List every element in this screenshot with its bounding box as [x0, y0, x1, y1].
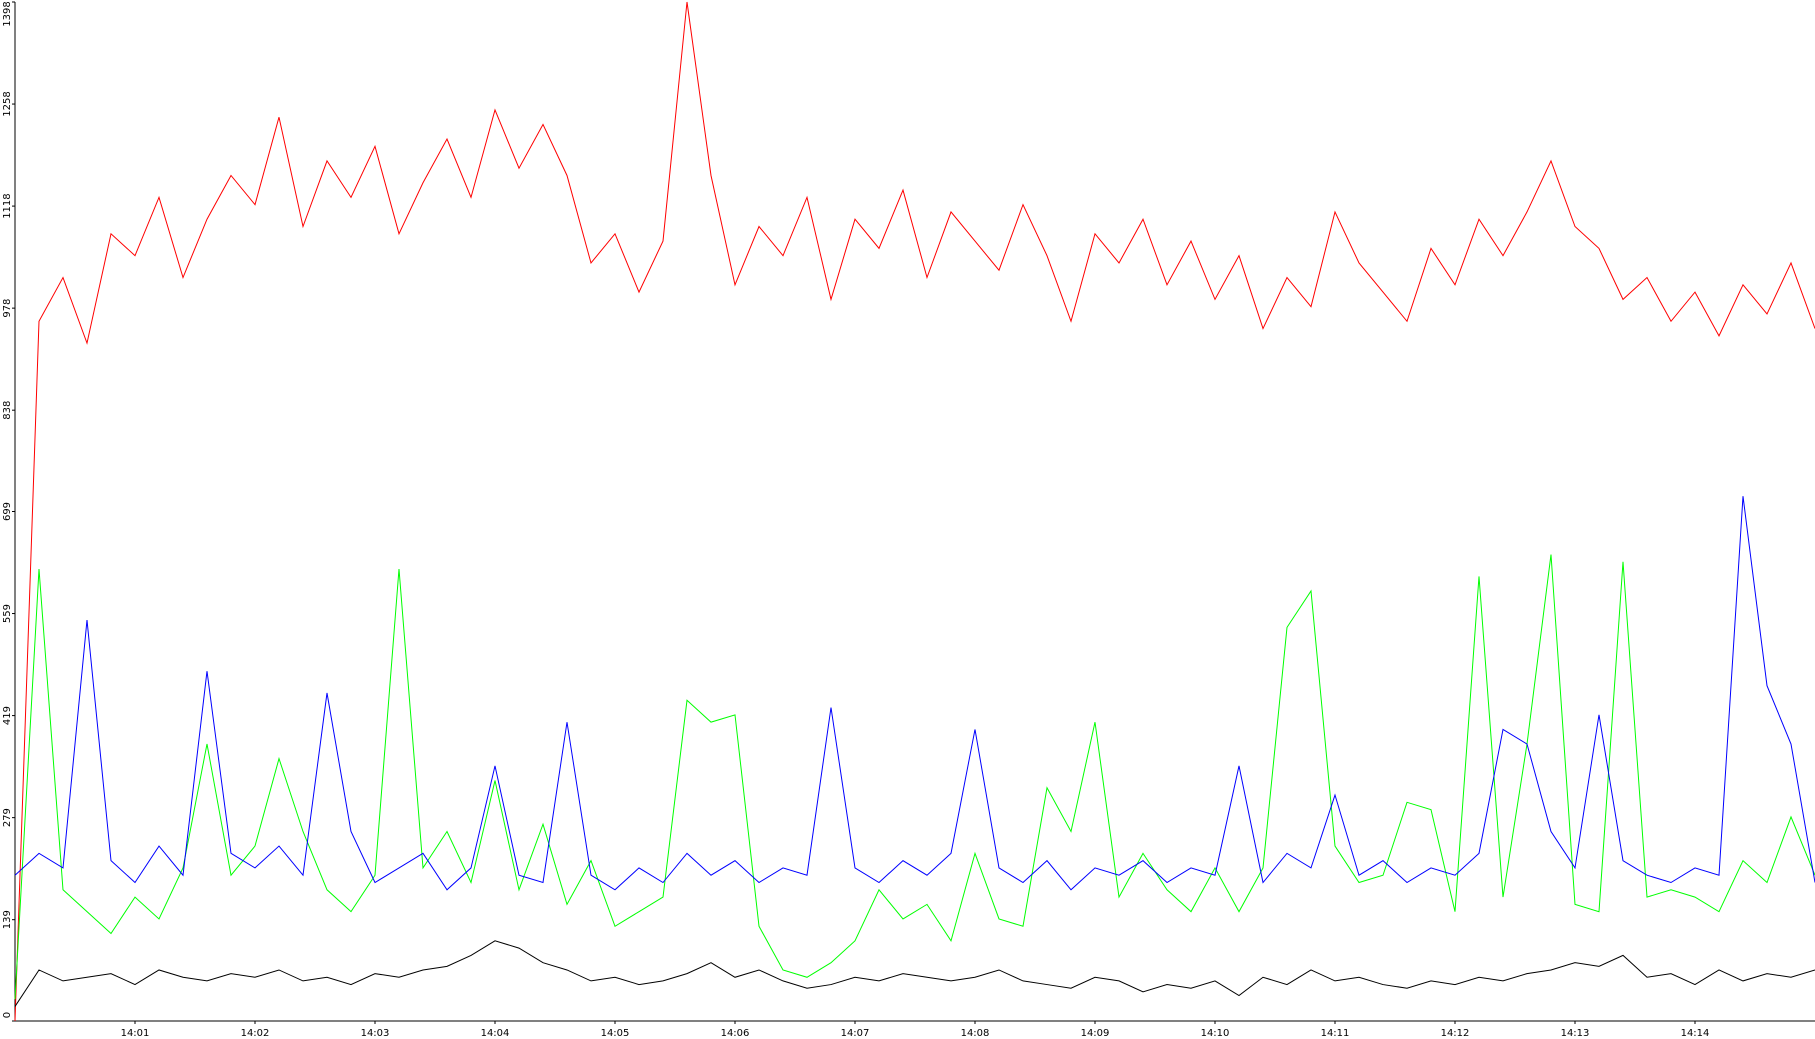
series-line [14, 554, 1815, 1000]
x-tick-label: 14:06 [721, 1028, 750, 1039]
y-tick-label: 978 [2, 299, 13, 318]
y-tick-label: 699 [2, 502, 13, 521]
y-tick-label: 139 [2, 910, 13, 929]
x-tick-label: 14:02 [241, 1028, 270, 1039]
x-tick-label: 14:11 [1321, 1028, 1350, 1039]
x-tick-label: 14:13 [1561, 1028, 1590, 1039]
x-tick-label: 14:10 [1201, 1028, 1230, 1039]
y-tick-label: 838 [2, 401, 13, 420]
y-tick-label: 279 [2, 808, 13, 827]
x-tick-label: 14:01 [121, 1028, 150, 1039]
y-tick-label: 1118 [2, 193, 13, 218]
y-tick-label: 419 [2, 706, 13, 725]
y-tick-label: 0 [2, 1012, 13, 1018]
series-line [14, 1, 1815, 1022]
y-tick-label: 1398 [2, 1, 13, 26]
x-tick-label: 14:12 [1441, 1028, 1470, 1039]
series-line [14, 940, 1815, 1007]
x-tick-label: 14:03 [361, 1028, 390, 1039]
x-tick-label: 14:08 [961, 1028, 990, 1039]
y-tick-label: 559 [2, 604, 13, 623]
x-tick-label: 14:04 [481, 1028, 510, 1039]
x-tick-label: 14:09 [1081, 1028, 1110, 1039]
x-tick-label: 14:05 [601, 1028, 630, 1039]
y-tick-label: 1258 [2, 91, 13, 116]
series-line [14, 496, 1815, 891]
x-tick-label: 14:14 [1681, 1028, 1710, 1039]
x-tick-label: 14:07 [841, 1028, 870, 1039]
